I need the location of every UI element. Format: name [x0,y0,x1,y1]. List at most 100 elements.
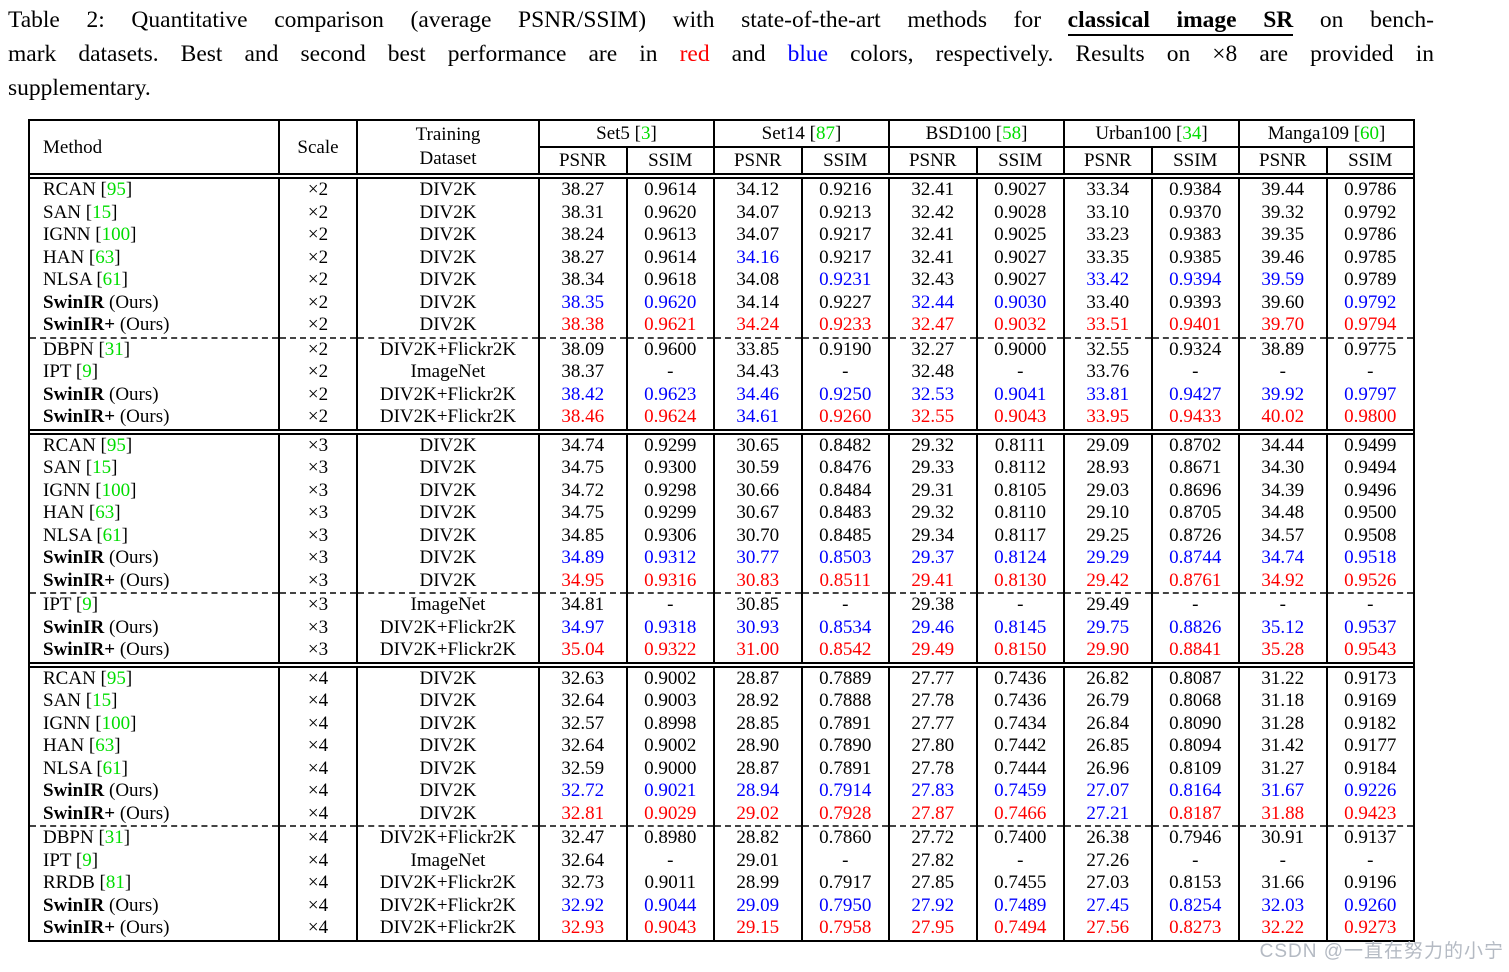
psnr-cell: 30.83 [713,569,803,593]
psnr-cell: 27.82 [888,849,978,872]
dataset-header: BSD100 [58] [888,120,1065,148]
ssim-cell: 0.8744 [1150,547,1241,570]
training-header-line1: Training [415,124,481,145]
ssim-cell: 0.8534 [800,616,890,639]
ssim-cell: 0.9800 [1325,406,1416,430]
psnr-cell: 27.26 [1063,849,1153,872]
psnr-cell: 34.30 [1238,457,1328,480]
psnr-cell: 29.29 [1063,547,1153,570]
citation-number: 3 [641,123,651,144]
psnr-cell: 34.95 [538,569,628,593]
method-name: SwinIR+ [43,406,116,427]
psnr-cell: 30.67 [713,502,803,525]
training-dataset-cell: DIV2K+Flickr2K [356,336,540,361]
ssim-cell: 0.9508 [1325,524,1416,547]
method-name: SwinIR [43,383,105,405]
ssim-cell: 0.9043 [625,917,715,941]
psnr-cell: 30.65 [713,433,803,457]
table-row: RCAN [95] ×3 DIV2K 34.74 0.9299 30.65 0.8482 29… [28,433,1416,457]
table-row: SwinIR+ (Ours) ×4 DIV2K+Flickr2K 32.93 0.904… [28,917,1416,941]
method-name: SwinIR [43,894,105,916]
scale-cell: ×3 [278,433,358,457]
ssim-cell: 0.7950 [800,894,890,917]
psnr-cell: 29.02 [713,802,803,826]
psnr-cell: 31.67 [1238,780,1328,803]
psnr-cell: 32.22 [1238,917,1328,941]
psnr-cell: 31.88 [1238,802,1328,826]
method-name: NLSA [43,757,92,779]
scale-cell: ×3 [278,616,358,639]
ssim-cell: 0.8254 [1150,894,1241,917]
ssim-header: SSIM [1150,147,1241,175]
ssim-cell: 0.9518 [1325,547,1416,570]
method-name: RCAN [43,179,96,200]
psnr-cell: 39.46 [1238,246,1328,269]
method-cell: SwinIR (Ours) [28,616,280,639]
ssim-cell: 0.9300 [625,457,715,480]
method-name: HAN [43,735,85,756]
training-dataset-cell: DIV2K+Flickr2K [356,616,540,639]
psnr-cell: 32.03 [1238,894,1328,917]
psnr-cell: 34.89 [538,547,628,570]
psnr-cell: 38.27 [538,178,628,202]
scale-cell: ×4 [278,872,358,895]
training-dataset-cell: ImageNet [356,361,540,384]
psnr-cell: 32.42 [888,201,978,224]
psnr-cell: 32.53 [888,383,978,406]
ssim-cell: 0.9322 [625,639,715,663]
ssim-cell: - [1150,361,1241,384]
training-dataset-cell: DIV2K [356,246,540,269]
psnr-cell: 29.09 [1063,433,1153,457]
method-name: IGNN [43,712,91,734]
psnr-cell: 38.31 [538,201,628,224]
ssim-cell: 0.9002 [625,666,715,690]
table-row: IGNN [100] ×2 DIV2K 38.24 0.9613 34.07 0.9217 3… [28,224,1416,247]
psnr-cell: 39.32 [1238,201,1328,224]
ssim-cell: 0.9003 [625,690,715,713]
psnr-cell: 32.41 [888,224,978,247]
psnr-cell: 39.70 [1238,314,1328,338]
ssim-cell: 0.8705 [1150,502,1241,525]
ssim-cell: 0.7889 [800,666,890,690]
training-dataset-cell: DIV2K [356,433,540,457]
psnr-cell: 31.66 [1238,872,1328,895]
method-name: SwinIR [43,616,105,638]
ssim-cell: 0.7442 [975,735,1065,758]
ssim-cell: 0.9250 [800,383,890,406]
citation-number: 34 [1182,123,1202,144]
psnr-cell: 28.87 [713,757,803,780]
ssim-cell: - [1325,592,1416,617]
psnr-cell: 34.12 [713,178,803,202]
method-cell: SwinIR (Ours) [28,547,280,570]
ssim-cell: 0.9043 [975,406,1065,430]
psnr-cell: 26.79 [1063,690,1153,713]
scale-cell: ×2 [278,201,358,224]
method-cell: NLSA [61] [28,524,280,547]
ssim-cell: 0.9226 [1325,780,1416,803]
psnr-cell: 32.57 [538,712,628,735]
scale-cell: ×3 [278,569,358,593]
ssim-cell: 0.8087 [1150,666,1241,690]
separator-cell [29,661,1415,668]
ssim-cell: 0.9217 [800,246,890,269]
training-dataset-cell: DIV2K+Flickr2K [356,406,540,430]
psnr-cell: 29.32 [888,433,978,457]
ssim-cell: 0.7436 [975,666,1065,690]
psnr-cell: 32.41 [888,246,978,269]
psnr-cell: 27.45 [1063,894,1153,917]
psnr-cell: 26.85 [1063,735,1153,758]
ssim-cell: 0.9190 [800,336,890,361]
citation-number: 15 [92,690,112,711]
ssim-cell: 0.9624 [625,406,715,430]
separator-cell [29,428,1415,435]
ssim-cell: 0.7459 [975,780,1065,803]
citation-number: 63 [95,246,115,268]
ssim-cell: 0.9041 [975,383,1065,406]
ssim-cell: 0.8483 [800,502,890,525]
ssim-header: SSIM [625,147,715,175]
ssim-cell: 0.9401 [1150,314,1241,338]
ssim-cell: - [625,592,715,617]
ssim-cell: 0.9394 [1150,269,1241,292]
ssim-cell: 0.8476 [800,457,890,480]
psnr-cell: 32.48 [888,361,978,384]
